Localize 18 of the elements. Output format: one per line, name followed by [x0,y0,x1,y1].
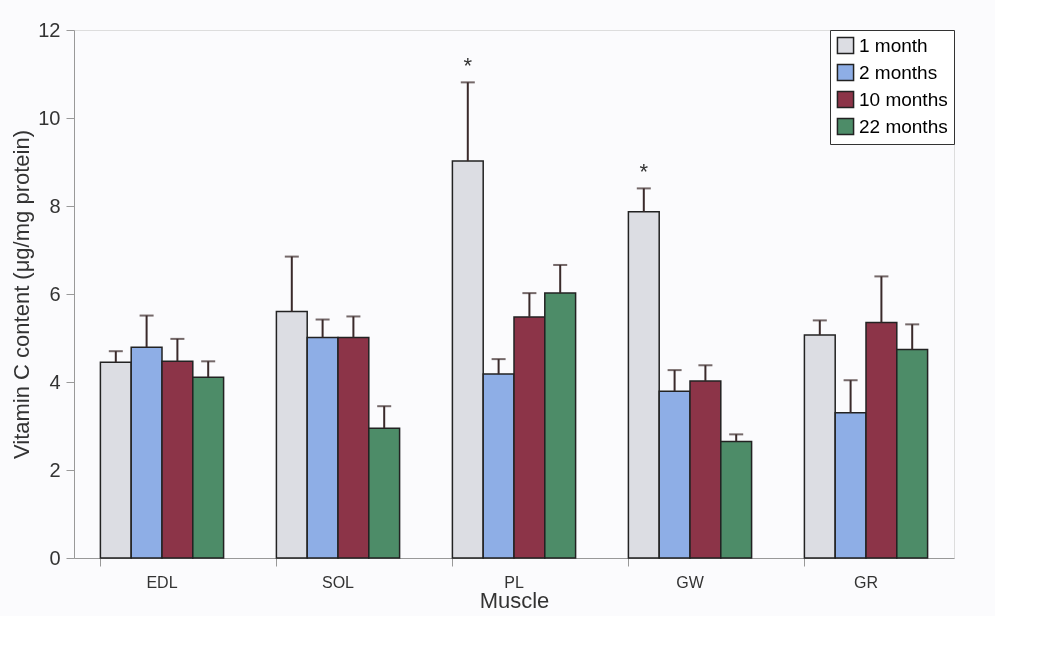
annotation: * [639,159,649,185]
y-tick-label: 10 [38,106,61,129]
y-tick-label: 12 [38,18,61,41]
y-axis-title: Vitamin C content (μg/mg protein) [9,130,35,459]
x-tick-label: GR [854,573,878,591]
y-tick-label: 6 [49,282,61,305]
annotation: * [463,53,473,79]
legend-label: 10 months [859,88,948,110]
y-tick-label: 4 [49,370,61,393]
x-tick-label: EDL [146,573,178,591]
y-tick-label: 8 [49,194,61,217]
y-tick-label: 0 [49,546,61,569]
y-tick-label: 2 [49,458,61,481]
x-tick-label: SOL [321,573,355,591]
legend-label: 2 months [859,61,938,83]
x-tick-label: GW [676,573,705,591]
legend-label: 1 month [859,34,928,56]
legend-label: 22 months [859,115,948,137]
